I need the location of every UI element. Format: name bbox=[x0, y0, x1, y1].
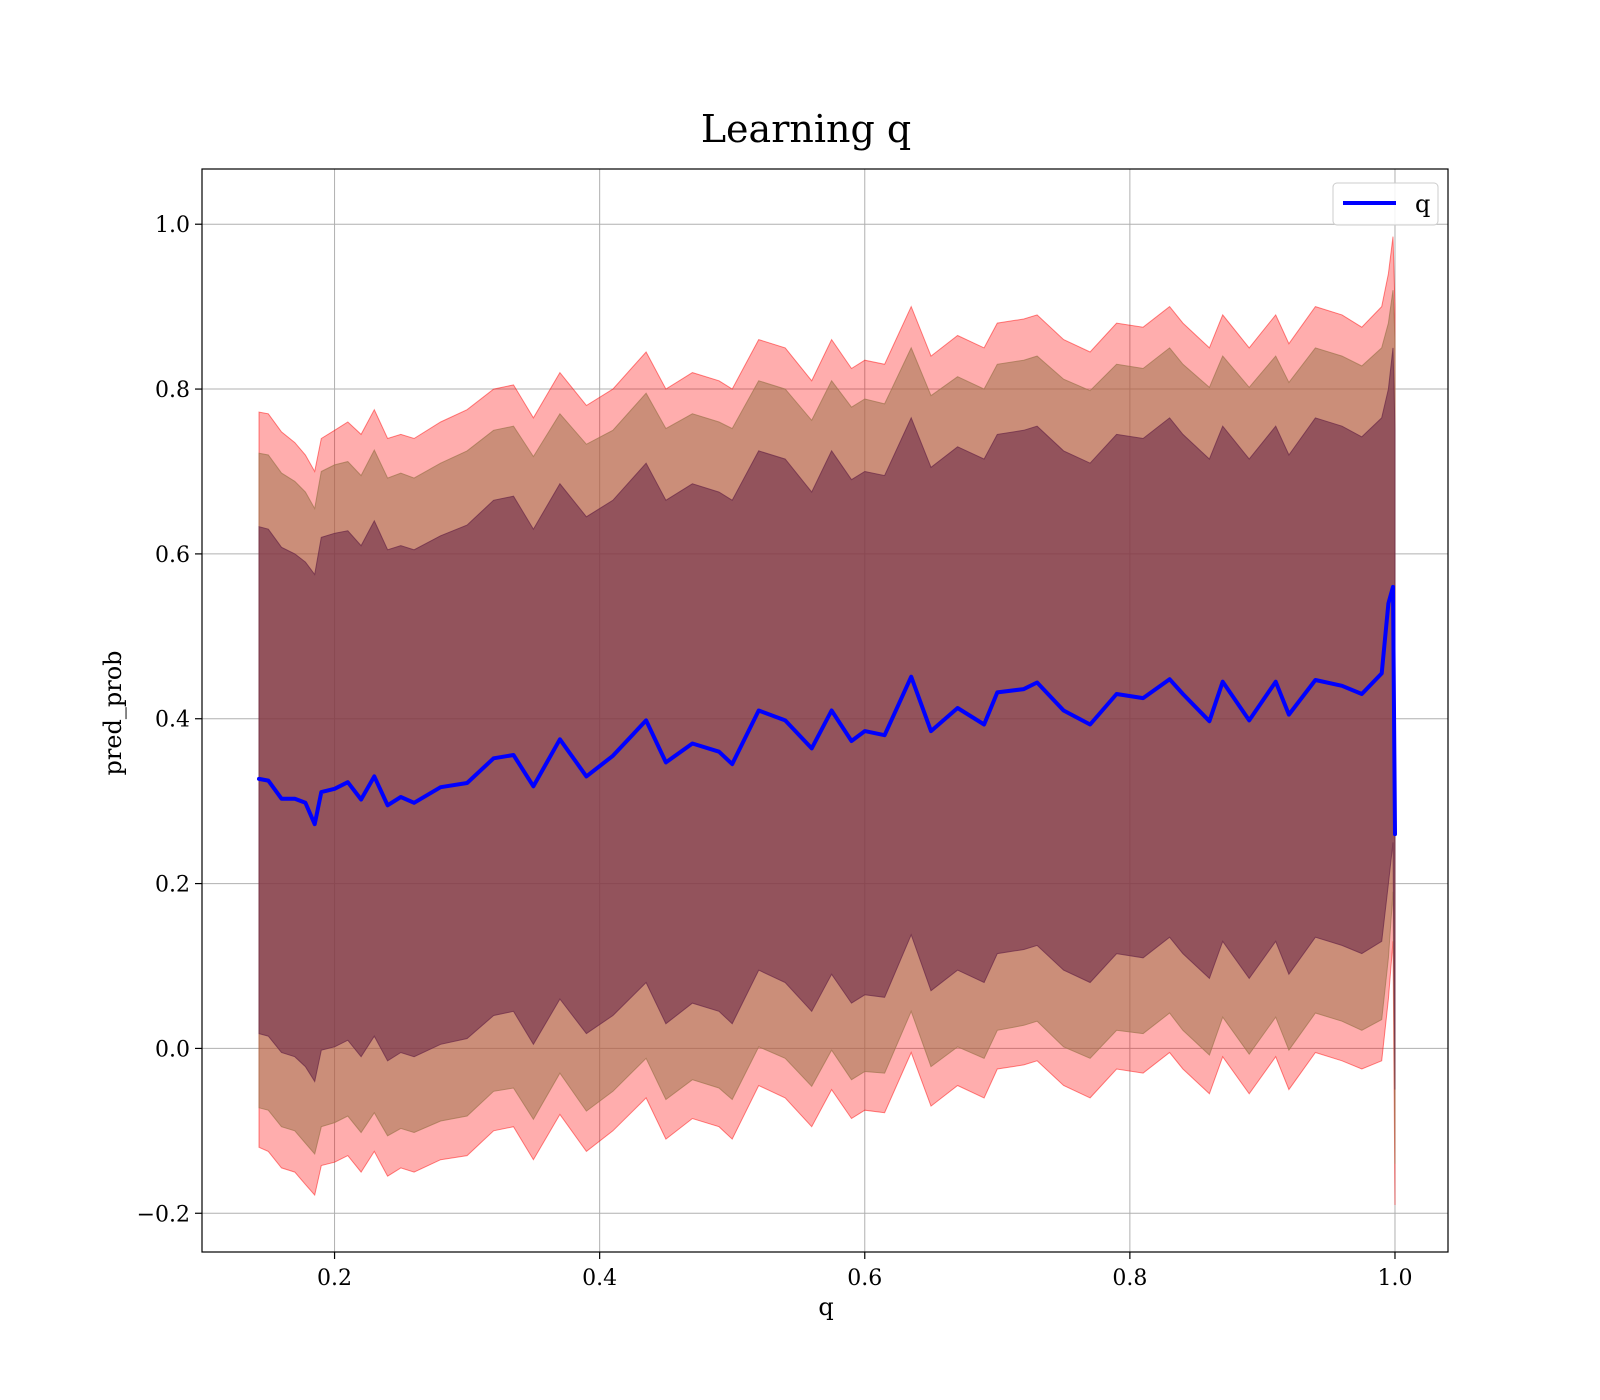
x-axis-ticks: 0.2 0.4 0.6 0.8 1.0 bbox=[317, 1252, 1412, 1291]
plot-area bbox=[201, 168, 1449, 1253]
axes-frame bbox=[201, 168, 1449, 1253]
x-tick-label-3: 0.8 bbox=[1112, 1266, 1147, 1291]
legend-label-q: q bbox=[1415, 190, 1430, 218]
y-tick-label-1: 0.0 bbox=[155, 1037, 190, 1062]
y-tick-label-0: −0.2 bbox=[137, 1202, 190, 1227]
y-axis-ticks: −0.2 0.0 0.2 0.4 0.6 0.8 1.0 bbox=[137, 213, 202, 1227]
series-line-q bbox=[257, 584, 1397, 837]
x-axis-label: q bbox=[818, 1293, 833, 1321]
y-tick-label-4: 0.6 bbox=[155, 543, 190, 568]
x-tick-label-2: 0.6 bbox=[847, 1266, 882, 1291]
series-lines bbox=[257, 584, 1397, 837]
x-tick-label-1: 0.4 bbox=[582, 1266, 617, 1291]
y-axis-label: pred_prob bbox=[99, 650, 127, 775]
x-tick-label-4: 1.0 bbox=[1377, 1266, 1412, 1291]
y-tick-label-5: 0.8 bbox=[155, 378, 190, 403]
confidence-bands bbox=[258, 236, 1396, 1206]
y-tick-label-3: 0.4 bbox=[155, 708, 190, 733]
y-tick-label-6: 1.0 bbox=[155, 213, 190, 238]
chart-title: Learning q bbox=[701, 107, 911, 151]
y-tick-label-2: 0.2 bbox=[155, 873, 190, 898]
x-tick-label-0: 0.2 bbox=[317, 1266, 352, 1291]
legend: q bbox=[1332, 182, 1439, 226]
